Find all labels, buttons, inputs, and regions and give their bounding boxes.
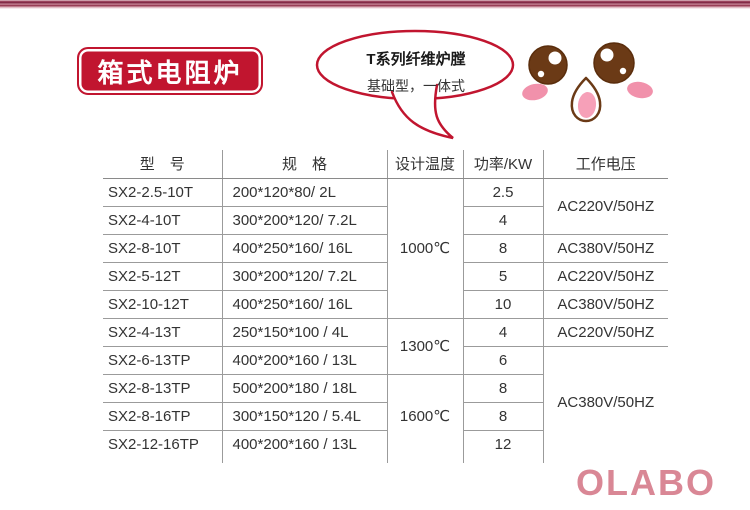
voltage-cell: AC380V/50HZ [542,234,668,263]
col-header-temp: 设计温度 [386,150,463,179]
col-header-model: 型 号 [103,150,222,179]
spec-cell: 400*200*160 / 13L [221,346,387,375]
voltage-cell: AC220V/50HZ [542,318,668,347]
temp-cell: 1600℃ [386,374,463,458]
model-cell: SX2-8-13TP [103,374,222,403]
spec-cell: 200*120*80/ 2L [221,178,387,207]
bubble-text-line1: T系列纤维炉膛 [366,51,466,68]
voltage-cell: AC220V/50HZ [542,178,668,235]
spec-cell: 250*150*100 / 4L [221,318,387,347]
model-cell: SX2-12-16TP [108,435,199,453]
table-row: SX2-6-13TP 400*200*160 / 13L 6 AC380V/50… [103,346,668,458]
col-header-spec: 规 格 [221,150,387,179]
table-row: SX2-4-10T 300*200*120/ 7.2L 4 [103,206,668,235]
col-header-voltage: 工作电压 [542,150,668,179]
spec-cell: 300*200*120/ 7.2L [221,206,387,235]
power-cell: 5 [462,262,543,291]
power-cell: 8 [462,402,543,431]
table-row: SX2-8-16TP 300*150*120 / 5.4L 8 [103,402,668,431]
power-cell: 4 [462,206,543,235]
model-cell: SX2-6-13TP [103,346,222,375]
power-cell: 6 [462,346,543,375]
model-cell: SX2-10-12T [103,290,222,319]
model-cell: SX2-5-12T [103,262,222,291]
spec-cell: 300*200*120/ 7.2L [221,262,387,291]
power-cell: 10 [462,290,543,319]
table-line-stub [103,458,668,463]
cute-face-icon [522,42,653,123]
voltage-cell: AC220V/50HZ [542,262,668,291]
speech-bubble-icon [315,29,515,140]
product-title-badge: 箱式电阻炉 [77,47,263,95]
table-row: SX2-12-16TP 400*200*160 / 13L 12 [103,430,668,458]
model-cell: SX2-2.5-10T [103,178,222,207]
table-row: SX2-8-13TP 500*200*180 / 18L 1600℃ 8 [103,374,668,458]
table-header-row: 型 号 规 格 设计温度 功率/KW 工作电压 [103,150,668,179]
model-cell: SX2-4-13T [103,318,222,347]
product-title: 箱式电阻炉 [97,57,243,88]
olabo-logo: OLABO [576,462,716,503]
model-cell: SX2-8-10T [103,234,222,263]
power-cell: 2.5 [462,178,543,207]
voltage-cell: AC380V/50HZ [542,346,668,458]
table-row: SX2-4-13T 250*150*100 / 4L 1300℃ 4 AC220… [103,318,668,375]
power-cell: 12 [462,430,543,458]
voltage-cell: AC380V/50HZ [542,290,668,319]
spec-cell: 400*250*160/ 16L [221,290,387,319]
spec-cell: 400*250*160/ 16L [221,234,387,263]
table-row: SX2-10-12T 400*250*160/ 16L 10 AC380V/50… [103,290,668,319]
power-cell: 4 [462,318,543,347]
spec-table: 型 号 规 格 设计温度 功率/KW 工作电压 SX2-2.5-10T 200*… [103,150,668,463]
model-cell: SX2-8-16TP [103,402,222,431]
col-header-power: 功率/KW [462,150,543,179]
table-row: SX2-5-12T 300*200*120/ 7.2L 5 AC220V/50H… [103,262,668,291]
spec-cell: 300*150*120 / 5.4L [221,402,387,431]
model-cell: SX2-4-10T [103,206,222,235]
table-row: SX2-2.5-10T 200*120*80/ 2L 1000℃ 2.5 AC2… [103,178,668,319]
power-cell: 8 [462,234,543,263]
temp-cell: 1000℃ [386,178,463,319]
table-row: SX2-8-10T 400*250*160/ 16L 8 AC380V/50HZ [103,234,668,263]
power-cell: 8 [462,374,543,403]
temp-cell: 1300℃ [386,318,463,375]
spec-cell: 500*200*180 / 18L [221,374,387,403]
top-decorative-stripe [0,0,750,9]
spec-cell: 400*200*160 / 13L [221,430,387,458]
bubble-text-line2: 基础型，一体式 [367,78,465,94]
